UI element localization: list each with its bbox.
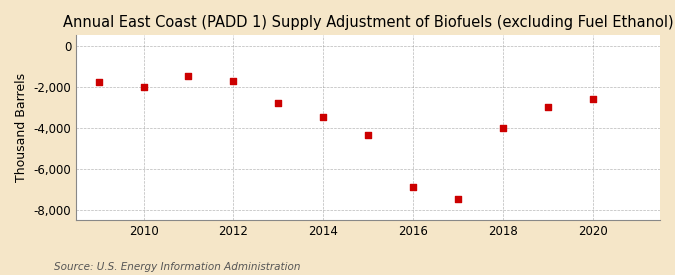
- Point: [362, 133, 373, 137]
- Point: [93, 79, 104, 84]
- Point: [273, 101, 284, 105]
- Point: [542, 105, 553, 109]
- Point: [183, 74, 194, 79]
- Point: [318, 115, 329, 120]
- Point: [408, 185, 418, 189]
- Y-axis label: Thousand Barrels: Thousand Barrels: [15, 73, 28, 182]
- Point: [587, 97, 598, 101]
- Text: Source: U.S. Energy Information Administration: Source: U.S. Energy Information Administ…: [54, 262, 300, 272]
- Point: [452, 196, 463, 201]
- Title: Annual East Coast (PADD 1) Supply Adjustment of Biofuels (excluding Fuel Ethanol: Annual East Coast (PADD 1) Supply Adjust…: [63, 15, 674, 30]
- Point: [497, 125, 508, 130]
- Point: [228, 78, 239, 83]
- Point: [138, 84, 149, 89]
